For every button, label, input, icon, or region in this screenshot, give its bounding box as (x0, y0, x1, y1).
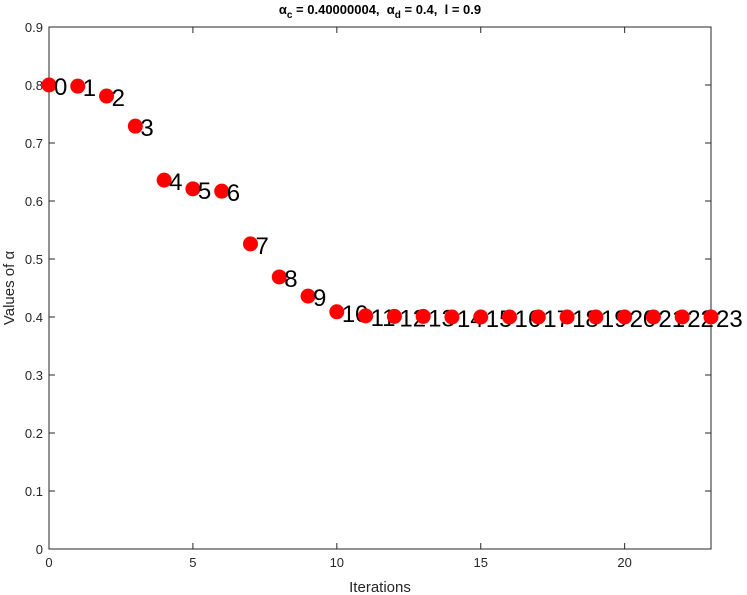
y-tick-label: 0.3 (25, 368, 43, 383)
y-tick-label: 0.5 (25, 252, 43, 267)
point-label: 7 (255, 233, 268, 260)
point-label: 2 (112, 85, 125, 112)
y-tick-label: 0.1 (25, 484, 43, 499)
point-label: 3 (140, 115, 153, 142)
point-label: 6 (227, 180, 240, 207)
title-part: = 0.4, l = 0.9 (401, 2, 481, 17)
point (588, 309, 604, 325)
point (502, 309, 518, 325)
chart-title: αc = 0.40000004, αd = 0.4, l = 0.9 (279, 2, 481, 21)
y-tick-label: 0.6 (25, 194, 43, 209)
point (156, 172, 172, 188)
point (300, 288, 316, 304)
title-part: = 0.40000004, (292, 2, 386, 17)
x-tick-label: 20 (617, 555, 631, 570)
point (617, 309, 633, 325)
title-part: α (279, 2, 287, 17)
point (386, 308, 402, 324)
x-tick-label: 0 (45, 555, 52, 570)
point-label: 8 (284, 266, 297, 293)
x-tick-label: 15 (474, 555, 488, 570)
point (214, 183, 230, 199)
point (185, 181, 201, 197)
point (242, 236, 258, 252)
title-part: d (395, 10, 401, 21)
point (703, 309, 719, 325)
axes-box (48, 26, 712, 550)
point-label: 4 (169, 169, 182, 196)
point (99, 88, 115, 104)
y-tick-label: 0.9 (25, 20, 43, 35)
point (444, 309, 460, 325)
title-part: α (387, 2, 395, 17)
point-label: 9 (313, 285, 326, 312)
point (473, 309, 489, 325)
y-tick-label: 0.7 (25, 136, 43, 151)
point (329, 304, 345, 320)
point (70, 78, 86, 94)
y-tick-label: 0.8 (25, 78, 43, 93)
point (127, 118, 143, 134)
title-part: c (287, 10, 293, 21)
point (559, 309, 575, 325)
y-tick-label: 0 (36, 542, 43, 557)
x-tick-label: 10 (330, 555, 344, 570)
point (41, 77, 57, 93)
point (645, 309, 661, 325)
point (358, 308, 374, 324)
point-label: 5 (198, 178, 211, 205)
point (271, 269, 287, 285)
x-tick-label: 5 (189, 555, 196, 570)
y-tick-label: 0.2 (25, 426, 43, 441)
y-tick-label: 0.4 (25, 310, 43, 325)
x-axis-label: Iterations (349, 579, 411, 595)
point-label: 23 (716, 306, 743, 333)
point (530, 309, 546, 325)
y-axis-label: Values of α (1, 251, 18, 326)
point (674, 309, 690, 325)
point (415, 308, 431, 324)
point-label: 0 (54, 74, 67, 101)
point-label: 1 (83, 75, 96, 102)
